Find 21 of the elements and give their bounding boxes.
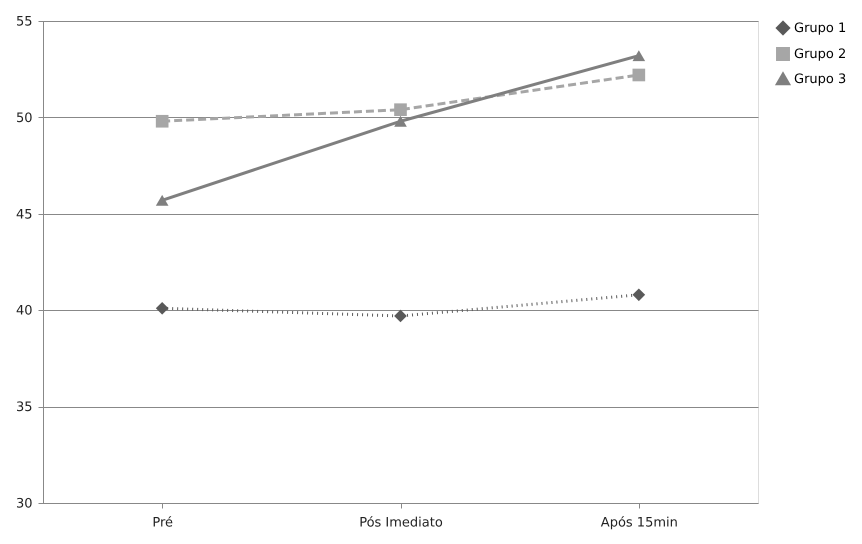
x-tick-label: Após 15min: [600, 516, 678, 530]
point: [394, 310, 407, 322]
y-tick-label: 55: [16, 14, 32, 30]
point: [156, 194, 168, 206]
y-tick-label: 50: [16, 110, 32, 126]
point: [632, 288, 646, 302]
point: [632, 50, 646, 62]
y-tick-label: 35: [16, 400, 32, 416]
legend-label: Grupo 3: [794, 72, 846, 87]
x-tick-label: Pré: [152, 516, 174, 530]
y-tick-label: 40: [16, 304, 32, 319]
legend-label: Grupo 2: [794, 47, 846, 62]
point: [156, 302, 168, 315]
point: [394, 103, 407, 116]
x-tick-label: Pós Imediato: [359, 516, 443, 530]
point: [632, 68, 646, 82]
point: [394, 116, 407, 127]
y-tick-label: 45: [16, 207, 32, 222]
y-tick-label: 30: [16, 496, 32, 512]
point: [156, 114, 168, 128]
legend-label: Grupo 1: [794, 21, 846, 36]
